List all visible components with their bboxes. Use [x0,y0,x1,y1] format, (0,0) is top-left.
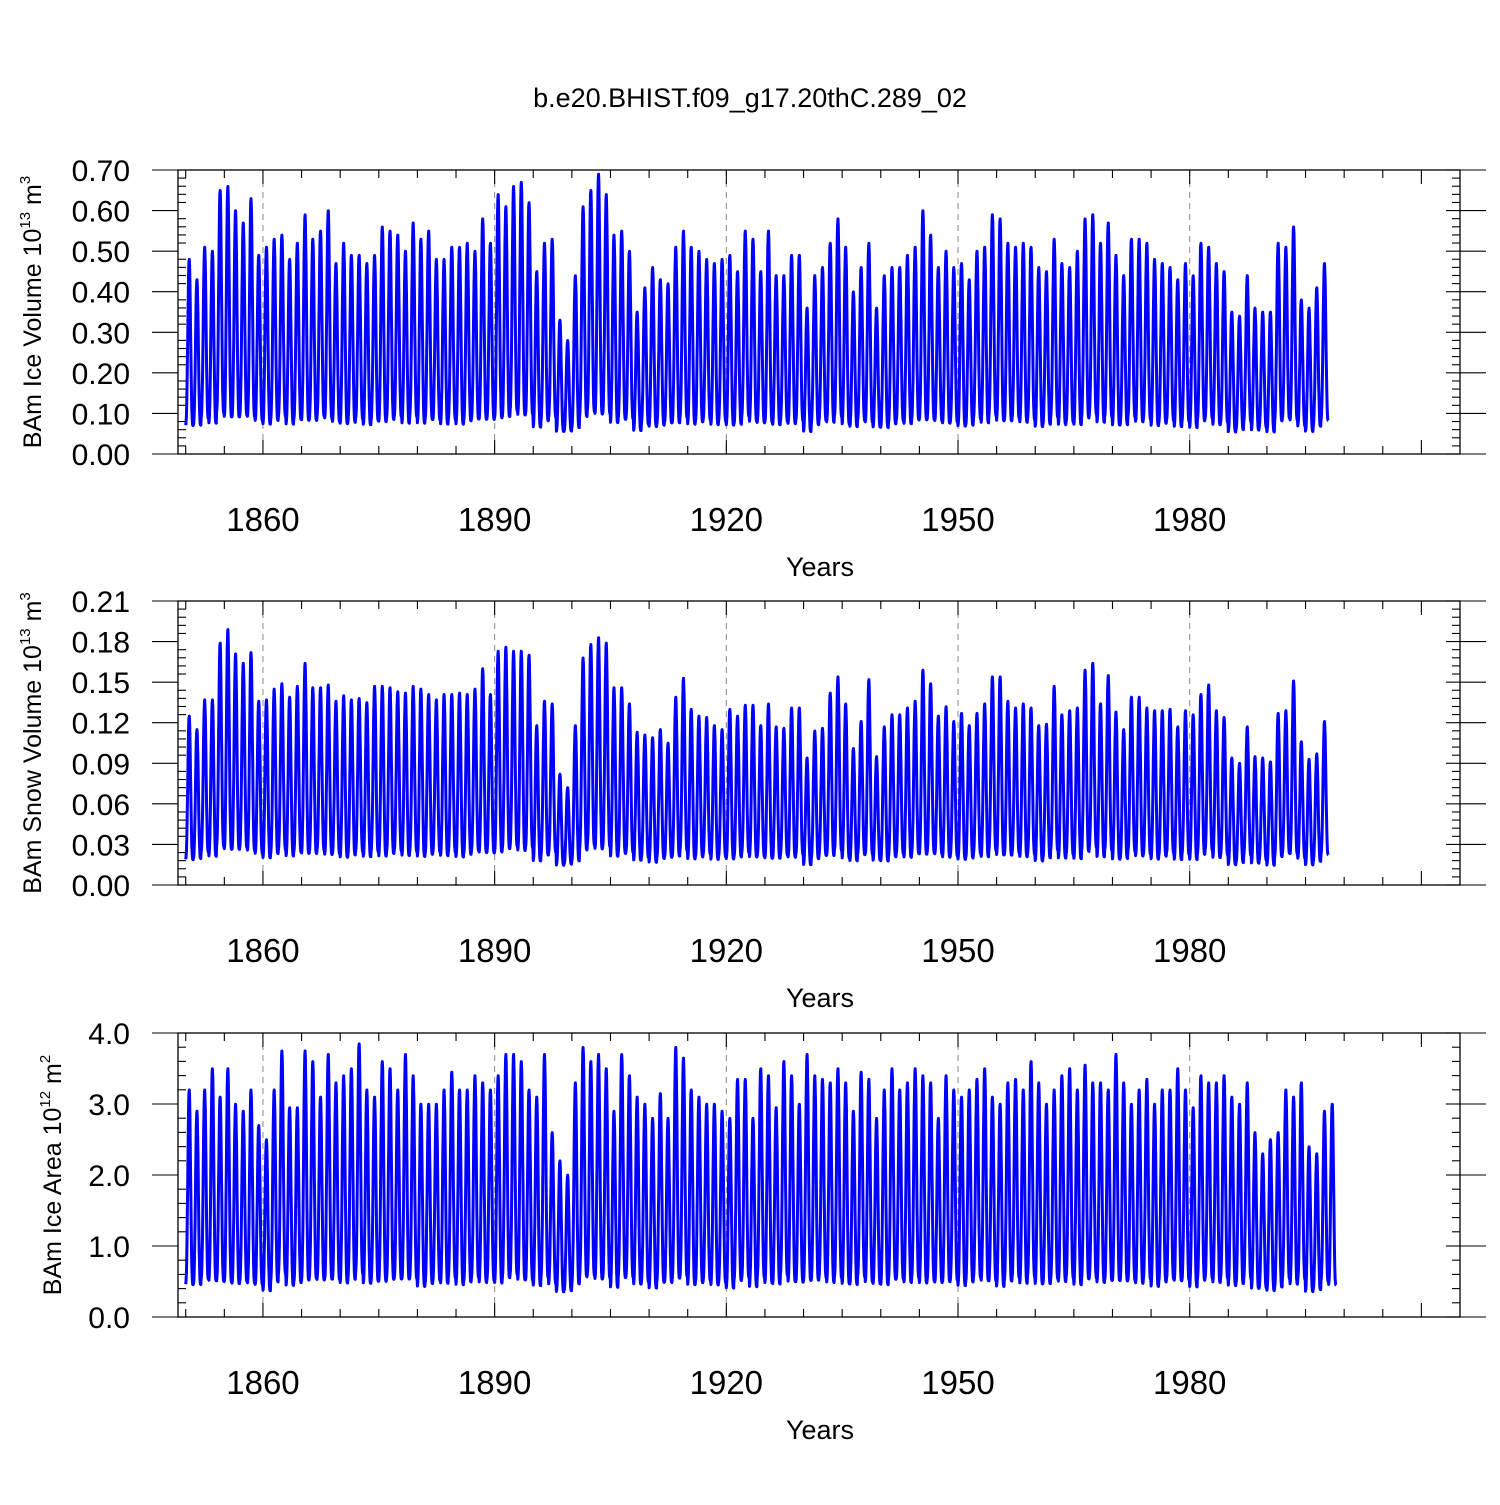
x-tick-label: 1980 [1153,1364,1226,1401]
x-tick-label: 1860 [226,1364,299,1401]
plot-frame [177,600,1461,886]
x-tick-label: 1950 [921,501,994,538]
y-tick-label: 0.0 [88,1302,130,1335]
y-tick-label: 0.03 [72,829,130,862]
panel-2: 0.00 0.03 0.06 0.09 0.12 0.15 0.18 0.21 1860 1890… [17,586,1486,1013]
x-axis-label: Years [786,1415,854,1445]
y-axis-label-unit-exp: 3 [17,176,34,184]
y-tick-label: 3.0 [88,1089,130,1122]
x-tick-label: 1920 [690,932,763,969]
y-axis-label-unit-exp: 3 [17,592,34,600]
y-tick-label: 0.20 [72,358,130,391]
x-tick-label: 1890 [458,1364,531,1401]
x-tick-label: 1920 [690,501,763,538]
y-tick-label: 0.10 [72,398,130,431]
y-axis-label-text: BAm Ice Area 10 [39,1108,67,1296]
y-axis-label-text: BAm Snow Volume 10 [19,645,47,894]
y-tick-label: 1.0 [88,1231,130,1264]
series-line [184,1042,1338,1294]
y-tick-label: 0.60 [72,196,130,229]
x-tick-label: 1920 [690,1364,763,1401]
y-tick-label: 0.30 [72,317,130,350]
y-tick-label: 0.15 [72,667,130,700]
x-axis-label: Years [786,552,854,582]
y-axis-label-unit: m [19,184,47,212]
y-tick-label: 0.00 [72,870,130,903]
y-tick-label: 4.0 [88,1018,130,1051]
y-axis-label-unit-exp: 2 [37,1055,54,1063]
x-tick-label: 1890 [458,932,531,969]
y-tick-label: 0.21 [72,586,130,619]
panel-3: 0.0 1.0 2.0 3.0 4.0 1860 1890 1920 1950 1980 Years… [37,1018,1486,1445]
panel-1: 0.00 0.10 0.20 0.30 0.40 0.50 0.60 0.70 1860 1890… [17,155,1486,582]
y-axis-label: BAm Ice Area 1012 m2 [37,1055,67,1295]
y-tick-label: 0.70 [72,155,130,188]
y-tick-label: 0.40 [72,277,130,310]
y-tick-label: 0.18 [72,627,130,660]
x-axis-label: Years [786,983,854,1013]
x-tick-label: 1980 [1153,932,1226,969]
y-tick-label: 0.50 [72,236,130,269]
y-tick-label: 0.09 [72,748,130,781]
y-axis-label: BAm Snow Volume 1013 m3 [17,592,47,894]
y-tick-label: 0.06 [72,789,130,822]
chart-title: b.e20.BHIST.f09_g17.20thC.289_02 [533,83,967,113]
x-tick-label: 1950 [921,932,994,969]
y-axis-label-exp: 13 [17,628,34,645]
x-tick-label: 1980 [1153,501,1226,538]
series-line [184,172,1330,434]
x-tick-label: 1950 [921,1364,994,1401]
y-tick-label: 0.00 [72,439,130,472]
x-tick-label: 1860 [226,932,299,969]
y-axis-label-exp: 12 [37,1091,54,1108]
x-tick-label: 1860 [226,501,299,538]
y-tick-label: 2.0 [88,1160,130,1193]
series-line [184,628,1330,867]
y-tick-label: 0.12 [72,708,130,741]
y-axis-label: BAm Ice Volume 1013 m3 [17,176,47,448]
y-axis-label-unit: m [39,1063,67,1091]
y-axis-label-text: BAm Ice Volume 10 [19,229,47,449]
x-tick-label: 1890 [458,501,531,538]
plot-frame [177,169,1461,455]
y-axis-label-exp: 13 [17,212,34,229]
y-axis-label-unit: m [19,601,47,629]
